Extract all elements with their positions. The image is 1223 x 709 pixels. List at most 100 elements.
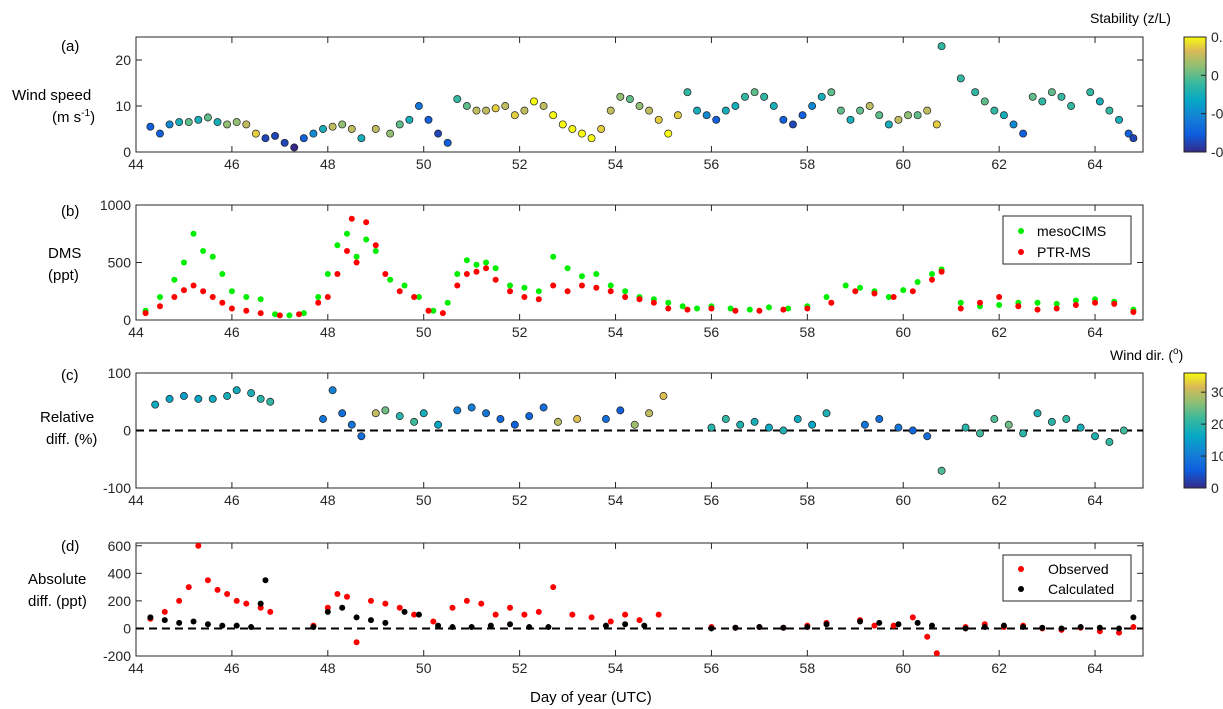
point-mesocims [564, 265, 571, 272]
data-point [587, 134, 596, 143]
point-ptr-ms [228, 305, 235, 312]
point-mesocims [353, 253, 360, 260]
point-calculated [1020, 624, 1027, 631]
point-ptr-ms [492, 276, 499, 283]
point-observed [550, 584, 557, 591]
panel-d-ylabel-line2: diff. (ppt) [28, 593, 87, 610]
x-tick-label: 54 [608, 660, 624, 676]
point-mesocims [387, 276, 394, 283]
data-point [788, 120, 797, 129]
data-point [1105, 438, 1114, 446]
point-ptr-ms [348, 215, 355, 222]
x-tick-label: 56 [704, 492, 720, 508]
point-mesocims [286, 312, 293, 319]
point-ptr-ms [200, 288, 207, 295]
panel-a-label: (a) [61, 38, 79, 55]
point-ptr-ms [1072, 302, 1079, 309]
point-observed [449, 604, 456, 611]
data-point [156, 129, 164, 138]
data-point [453, 95, 462, 104]
panel-b: (b) DMS (ppt) 44 46 48 50 52 54 56 58 60 62 64 0 500… [48, 197, 1144, 340]
data-point [1095, 97, 1104, 106]
data-point [1047, 88, 1056, 97]
point-ptr-ms [334, 271, 341, 277]
data-point [496, 415, 505, 423]
data-point [971, 88, 980, 97]
point-mesocims [785, 305, 792, 312]
data-point [750, 88, 759, 97]
data-point [1028, 92, 1037, 101]
data-point [271, 131, 280, 140]
x-tick-label: 62 [991, 492, 1007, 508]
data-point [434, 129, 443, 138]
point-calculated [401, 608, 408, 615]
point-observed [636, 617, 643, 624]
data-point [923, 432, 932, 441]
colorbar-tick-label: 0 [1211, 480, 1219, 496]
data-point [1004, 420, 1013, 429]
data-point [616, 406, 625, 415]
point-ptr-ms [439, 310, 446, 317]
point-ptr-ms [463, 271, 470, 277]
colorbar-tick-label: 300 [1211, 384, 1223, 400]
point-calculated [1039, 624, 1046, 631]
data-point [434, 420, 443, 429]
x-tick-label: 64 [1087, 156, 1103, 172]
point-mesocims [823, 294, 830, 300]
point-observed [176, 597, 183, 604]
point-calculated [1077, 624, 1084, 631]
data-point [1086, 88, 1095, 97]
data-point [990, 415, 999, 423]
point-ptr-ms [343, 248, 350, 254]
point-mesocims [746, 306, 753, 313]
data-point [846, 115, 855, 124]
point-calculated [732, 624, 739, 631]
point-observed [430, 618, 437, 625]
point-mesocims [343, 230, 350, 237]
data-point [482, 106, 491, 115]
point-calculated [895, 621, 902, 628]
y-tick-label: 0 [123, 144, 131, 160]
point-calculated [1116, 625, 1123, 632]
point-mesocims [679, 303, 686, 310]
data-point [194, 115, 203, 124]
point-mesocims [463, 257, 470, 264]
point-ptr-ms [1092, 299, 1099, 306]
x-tick-label: 48 [320, 660, 336, 676]
point-mesocims [200, 248, 207, 254]
data-point [999, 111, 1008, 120]
data-point [530, 97, 538, 106]
point-ptr-ms [372, 242, 379, 249]
data-point [1033, 409, 1042, 418]
data-point [146, 122, 155, 131]
point-calculated [367, 617, 374, 624]
point-ptr-ms [564, 288, 571, 295]
point-calculated [545, 624, 552, 631]
data-point [151, 400, 160, 409]
data-point [1115, 115, 1123, 124]
point-calculated [435, 622, 442, 629]
point-calculated [708, 625, 715, 632]
point-observed [195, 542, 202, 549]
point-ptr-ms [684, 306, 691, 313]
point-calculated [857, 618, 864, 625]
data-point [683, 88, 692, 97]
x-tick-label: 54 [608, 156, 624, 172]
data-point [712, 115, 721, 124]
data-point [1067, 102, 1076, 110]
point-calculated [147, 614, 154, 621]
data-point [760, 92, 769, 101]
point-observed [1116, 629, 1123, 636]
data-point [256, 394, 265, 403]
point-mesocims [300, 310, 307, 317]
point-ptr-ms [276, 312, 283, 319]
data-point [510, 420, 519, 429]
point-calculated [1000, 622, 1007, 629]
point-calculated [161, 617, 168, 624]
panel-a-points [146, 42, 1138, 152]
point-calculated [487, 622, 494, 629]
point-mesocims [694, 305, 701, 312]
point-calculated [353, 614, 360, 621]
data-point [482, 409, 491, 418]
